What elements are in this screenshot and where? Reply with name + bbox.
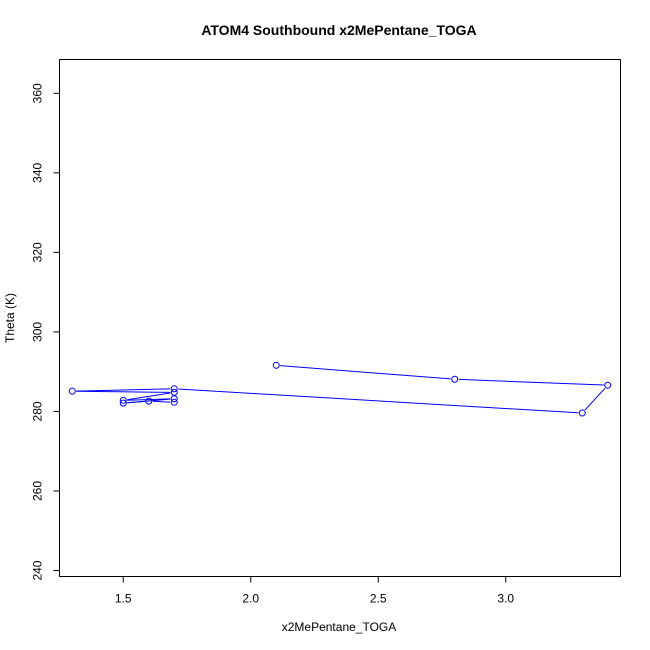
series-segment <box>584 387 606 411</box>
series-segment <box>127 392 171 401</box>
series-segment <box>127 398 171 401</box>
series-segment <box>152 400 171 403</box>
x-tick-label: 2.0 <box>242 592 259 606</box>
data-point <box>604 381 612 389</box>
y-tick-label: 360 <box>31 83 45 103</box>
y-tick-label: 260 <box>31 481 45 501</box>
data-point <box>170 398 178 406</box>
x-axis: 1.5 2.0 2.5 3.0 <box>115 576 514 606</box>
x-tick-label: 3.0 <box>497 592 514 606</box>
data-point <box>451 375 459 383</box>
series-segment <box>178 388 579 414</box>
series-segment <box>76 390 171 393</box>
y-tick-label: 300 <box>31 322 45 342</box>
y-axis: 240 260 280 300 320 340 360 <box>31 83 60 581</box>
data-point <box>578 409 586 417</box>
y-axis-label: Theta (K) <box>3 293 17 343</box>
data-point <box>145 397 153 405</box>
y-tick-label: 240 <box>31 560 45 580</box>
x-tick-label: 1.5 <box>115 592 132 606</box>
y-tick-label: 280 <box>31 401 45 421</box>
data-point <box>68 387 76 395</box>
chart-title: ATOM4 Southbound x2MePentane_TOGA <box>201 22 476 38</box>
series-segment <box>280 365 451 380</box>
series-segment <box>127 400 145 404</box>
series-segment <box>76 388 171 392</box>
y-tick-label: 340 <box>31 163 45 183</box>
series-layer <box>68 361 612 417</box>
data-point <box>272 361 280 369</box>
data-point <box>119 396 127 404</box>
series-segment <box>458 378 604 386</box>
data-point <box>170 395 178 403</box>
x-tick-label: 2.5 <box>370 592 387 606</box>
x-axis-label: x2MePentane_TOGA <box>282 620 397 634</box>
y-tick-label: 320 <box>31 242 45 262</box>
data-point <box>170 385 178 393</box>
data-point <box>119 399 127 407</box>
